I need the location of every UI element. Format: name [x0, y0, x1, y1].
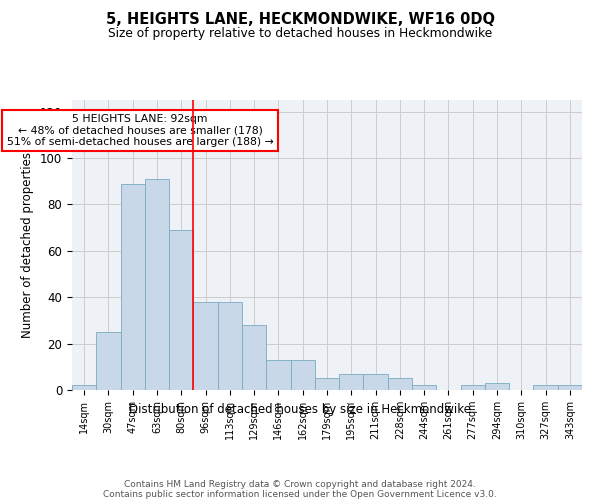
Bar [72, 386, 96, 390]
Bar [533, 386, 558, 390]
Bar [558, 386, 582, 390]
Bar [339, 374, 364, 390]
Bar [364, 374, 388, 390]
Bar [169, 230, 193, 390]
Y-axis label: Number of detached properties: Number of detached properties [22, 152, 34, 338]
Bar [242, 325, 266, 390]
Bar [461, 386, 485, 390]
Bar [145, 179, 169, 390]
Bar [388, 378, 412, 390]
Bar [121, 184, 145, 390]
Text: Size of property relative to detached houses in Heckmondwike: Size of property relative to detached ho… [108, 28, 492, 40]
Bar [290, 360, 315, 390]
Bar [218, 302, 242, 390]
Bar [485, 383, 509, 390]
Text: 5, HEIGHTS LANE, HECKMONDWIKE, WF16 0DQ: 5, HEIGHTS LANE, HECKMONDWIKE, WF16 0DQ [106, 12, 494, 28]
Bar [96, 332, 121, 390]
Bar [266, 360, 290, 390]
Bar [193, 302, 218, 390]
Bar [412, 386, 436, 390]
Text: 5 HEIGHTS LANE: 92sqm
← 48% of detached houses are smaller (178)
51% of semi-det: 5 HEIGHTS LANE: 92sqm ← 48% of detached … [7, 114, 274, 147]
Text: Distribution of detached houses by size in Heckmondwike: Distribution of detached houses by size … [129, 402, 471, 415]
Bar [315, 378, 339, 390]
Text: Contains HM Land Registry data © Crown copyright and database right 2024.: Contains HM Land Registry data © Crown c… [124, 480, 476, 489]
Text: Contains public sector information licensed under the Open Government Licence v3: Contains public sector information licen… [103, 490, 497, 499]
